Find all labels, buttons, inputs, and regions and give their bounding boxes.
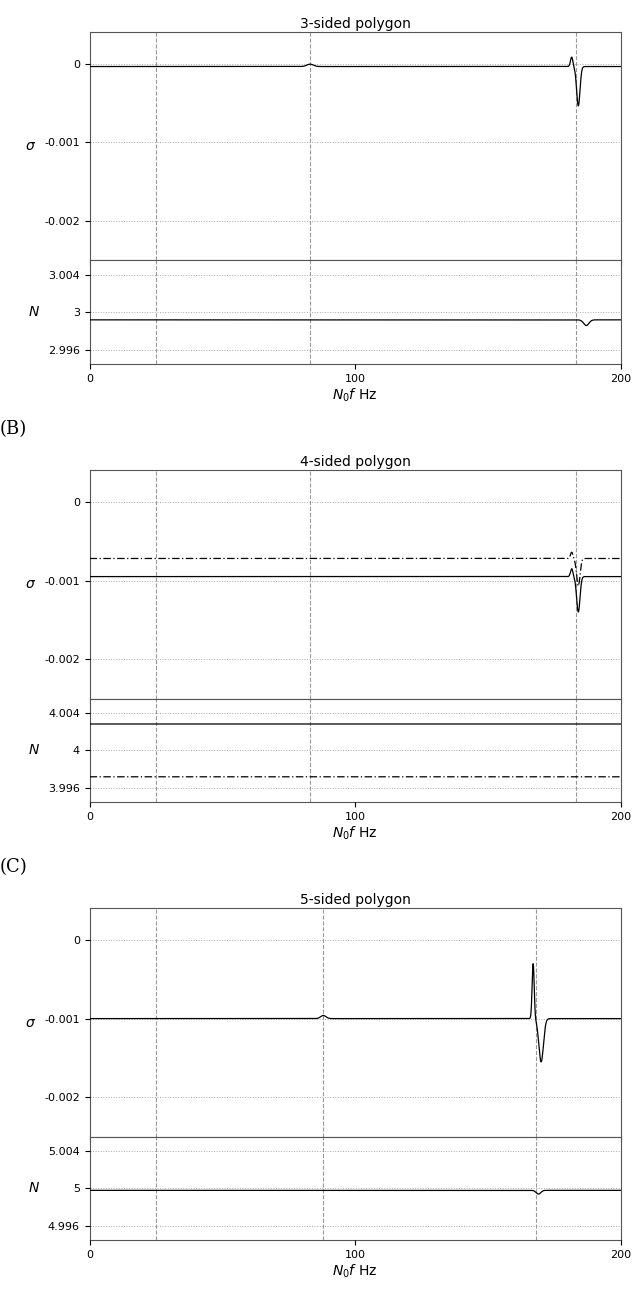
Y-axis label: $\sigma$: $\sigma$: [25, 140, 36, 154]
Title: 4-sided polygon: 4-sided polygon: [300, 455, 411, 469]
X-axis label: $N_0f$ Hz: $N_0f$ Hz: [333, 1262, 378, 1280]
X-axis label: $N_0f$ Hz: $N_0f$ Hz: [333, 824, 378, 842]
Title: 3-sided polygon: 3-sided polygon: [300, 17, 411, 31]
Y-axis label: $\sigma$: $\sigma$: [25, 1016, 36, 1030]
Y-axis label: $\sigma$: $\sigma$: [25, 578, 36, 592]
Y-axis label: $N$: $N$: [28, 305, 40, 319]
Text: (B): (B): [0, 420, 26, 438]
Y-axis label: $N$: $N$: [28, 743, 40, 757]
Text: (C): (C): [0, 858, 27, 876]
Title: 5-sided polygon: 5-sided polygon: [300, 893, 411, 907]
X-axis label: $N_0f$ Hz: $N_0f$ Hz: [333, 386, 378, 404]
Y-axis label: $N$: $N$: [28, 1181, 40, 1195]
